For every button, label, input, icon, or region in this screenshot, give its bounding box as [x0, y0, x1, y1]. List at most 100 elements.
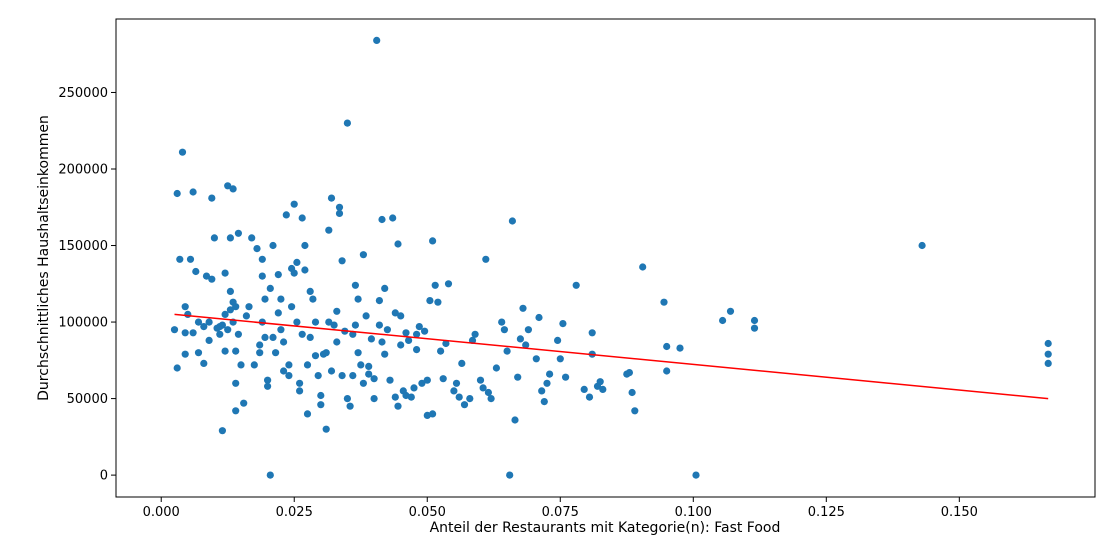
data-point — [391, 309, 399, 317]
data-point — [588, 329, 596, 337]
data-point — [354, 295, 362, 303]
data-point — [381, 350, 389, 358]
data-point — [258, 272, 266, 280]
data-point — [410, 384, 418, 392]
data-point — [232, 407, 240, 415]
data-point — [176, 255, 184, 263]
data-point — [402, 329, 410, 337]
data-point — [333, 338, 341, 346]
x-tick-label: 0.100 — [675, 505, 712, 520]
data-point — [663, 367, 671, 375]
data-point — [298, 214, 306, 222]
data-point — [466, 395, 474, 403]
data-point — [519, 304, 527, 312]
data-point — [750, 316, 759, 325]
data-point — [224, 326, 232, 334]
data-point — [559, 320, 567, 328]
x-tick-label: 0.050 — [409, 505, 446, 520]
data-point — [240, 399, 248, 407]
data-point — [189, 329, 197, 337]
data-point — [192, 267, 200, 276]
data-point — [511, 416, 519, 424]
data-point — [391, 393, 399, 401]
data-point — [450, 387, 458, 395]
data-point — [394, 402, 402, 410]
data-point — [266, 471, 274, 479]
data-point — [492, 364, 500, 372]
data-point — [218, 427, 226, 435]
data-point — [503, 347, 511, 355]
plot-frame — [115, 18, 1096, 498]
data-point — [484, 388, 492, 397]
y-tick-label: 200000 — [58, 162, 108, 177]
x-tick-label: 0.075 — [542, 505, 579, 520]
data-point — [285, 361, 293, 369]
data-point — [288, 303, 296, 311]
data-point — [413, 330, 421, 338]
data-point — [692, 471, 700, 479]
data-point — [221, 269, 229, 277]
data-point — [234, 229, 242, 237]
data-point — [349, 372, 357, 380]
data-point — [1044, 350, 1052, 358]
data-point — [543, 379, 551, 387]
data-point — [266, 284, 274, 292]
data-point — [423, 376, 431, 384]
data-point — [431, 281, 439, 289]
data-point — [277, 295, 285, 303]
data-point — [386, 376, 394, 384]
data-point — [383, 326, 391, 334]
data-point — [719, 316, 727, 325]
data-point — [482, 255, 490, 263]
data-point — [458, 359, 466, 367]
data-point — [524, 326, 533, 334]
data-point — [325, 226, 333, 234]
data-point — [471, 330, 479, 338]
data-point — [439, 375, 447, 383]
data-point — [221, 310, 229, 318]
data-point — [442, 339, 450, 348]
x-tick-label: 0.125 — [808, 505, 845, 520]
data-point — [296, 379, 304, 387]
data-point — [418, 379, 426, 387]
data-point — [184, 310, 192, 318]
data-point — [663, 342, 671, 351]
data-point — [303, 410, 312, 418]
data-point — [306, 287, 314, 295]
data-point — [330, 321, 338, 329]
data-point — [216, 330, 224, 338]
data-point — [359, 251, 367, 259]
data-point — [280, 338, 288, 346]
data-point — [351, 281, 359, 289]
data-point — [397, 341, 405, 349]
data-point — [375, 321, 383, 329]
data-point — [460, 401, 469, 409]
data-point — [407, 393, 415, 401]
data-point — [516, 335, 525, 343]
data-point — [365, 370, 373, 378]
data-point — [181, 303, 189, 311]
data-point — [514, 373, 522, 381]
data-point — [208, 275, 216, 283]
data-point — [173, 189, 181, 198]
data-point — [375, 297, 383, 305]
data-point — [585, 393, 594, 401]
data-point — [274, 271, 282, 279]
data-point — [335, 203, 344, 211]
data-point — [322, 349, 330, 357]
data-point — [280, 367, 288, 375]
data-point — [628, 388, 636, 397]
data-point — [224, 182, 232, 190]
data-point — [261, 295, 269, 303]
data-point — [208, 194, 216, 202]
data-point — [346, 402, 354, 410]
data-point — [186, 255, 195, 263]
y-axis-label: Durchschnittliches Haushaltseinkommen — [36, 115, 52, 401]
data-point — [178, 148, 187, 156]
data-point — [639, 263, 647, 271]
data-point — [1044, 359, 1052, 367]
data-point — [218, 321, 226, 329]
y-tick-label: 100000 — [58, 316, 108, 331]
data-point — [452, 379, 461, 387]
